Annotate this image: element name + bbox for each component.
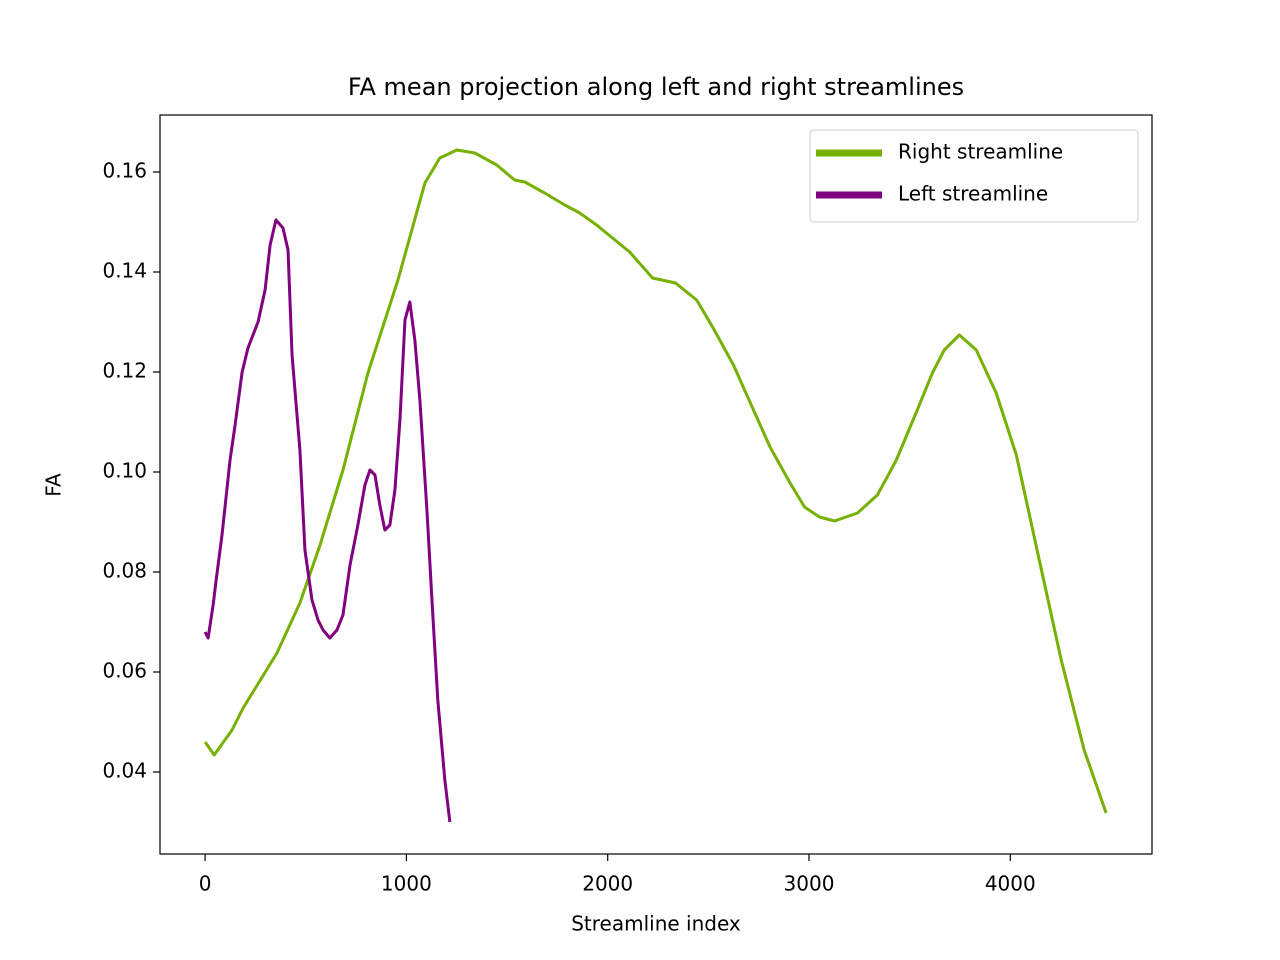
legend-label: Left streamline	[898, 182, 1048, 206]
y-tick-label: 0.04	[102, 759, 147, 783]
y-tick-label: 0.06	[102, 659, 147, 683]
y-tick-label: 0.08	[102, 559, 147, 583]
x-tick-label: 1000	[381, 872, 432, 896]
legend-box	[809, 129, 1139, 223]
legend-label: Right streamline	[898, 140, 1063, 164]
plot-frame	[159, 114, 1153, 855]
y-tick-label: 0.16	[102, 159, 147, 183]
series-line	[203, 148, 1108, 814]
y-tick-label: 0.12	[102, 359, 147, 383]
chart-title: FA mean projection along left and right …	[348, 73, 964, 101]
x-tick-label: 2000	[582, 872, 633, 896]
x-tick-label: 3000	[784, 872, 835, 896]
series-line	[203, 218, 452, 823]
x-axis-label: Streamline index	[571, 912, 741, 936]
y-axis-label: FA	[42, 473, 66, 497]
x-tick-label: 4000	[985, 872, 1036, 896]
x-tick-label: 0	[199, 872, 212, 896]
y-tick-label: 0.10	[102, 459, 147, 483]
y-tick-label: 0.14	[102, 259, 147, 283]
